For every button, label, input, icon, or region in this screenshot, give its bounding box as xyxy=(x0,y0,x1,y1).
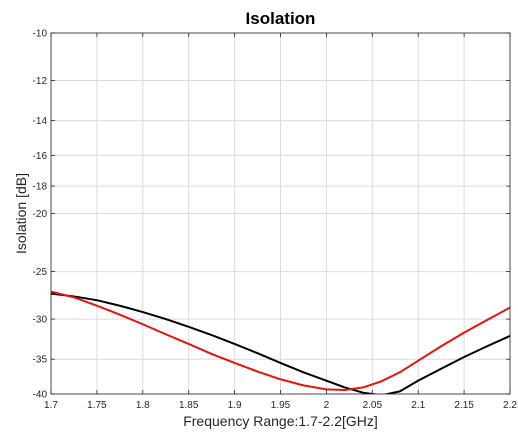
x-tick-label: 1.95 xyxy=(271,400,291,411)
x-tick-label: 1.7 xyxy=(44,400,58,411)
x-tick-label: 1.9 xyxy=(228,400,242,411)
x-tick-label: 1.75 xyxy=(87,400,107,411)
y-tick-label: -12 xyxy=(33,76,48,87)
x-tick-label: 2 xyxy=(324,400,330,411)
y-tick-label: -40 xyxy=(33,390,48,401)
y-tick-label: -30 xyxy=(33,315,48,326)
x-tick-label: 1.8 xyxy=(136,400,150,411)
y-tick-label: -20 xyxy=(33,209,48,220)
series-line-black xyxy=(51,292,510,394)
series-line-red xyxy=(51,290,510,392)
y-tick-label: -16 xyxy=(33,151,48,162)
y-axis-label: Isolation [dB] xyxy=(13,173,29,254)
y-tick-label: -10 xyxy=(33,29,48,40)
tick-layer: 1.7 1.75 1.8 1.85 1.9 1.95 2 2.05 2.1 2.15 2.2 -10 -… xyxy=(33,29,518,412)
y-tick-label: -35 xyxy=(33,355,48,366)
y-tick-label: -25 xyxy=(33,267,48,278)
series-layer xyxy=(51,290,510,394)
x-tick-label: 2.2 xyxy=(503,400,517,411)
x-tick-label: 2.15 xyxy=(454,400,474,411)
y-tick-label: -18 xyxy=(33,182,48,193)
chart-title: Isolation xyxy=(246,9,316,28)
x-axis-label: Frequency Range:1.7-2.2[GHz] xyxy=(183,413,378,429)
x-tick-label: 1.85 xyxy=(179,400,199,411)
x-tick-label: 2.1 xyxy=(411,400,425,411)
y-tick-label: -14 xyxy=(33,116,48,127)
x-tick-label: 2.05 xyxy=(363,400,383,411)
